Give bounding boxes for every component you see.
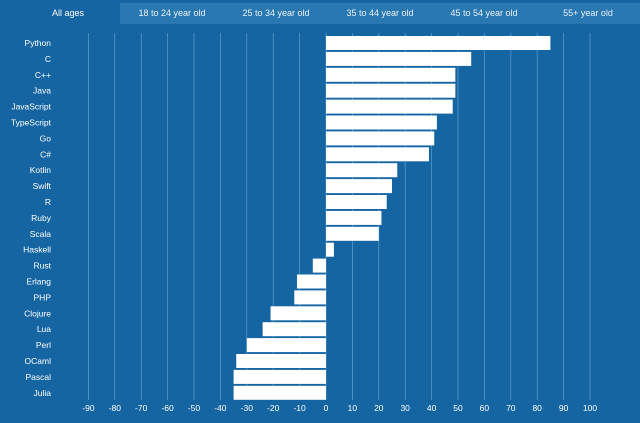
x-tick-label: -70	[135, 403, 148, 413]
category-label: Rust	[34, 261, 52, 271]
x-tick-label: 10	[348, 403, 358, 413]
x-tick-label: -90	[82, 403, 95, 413]
bar-lua[interactable]	[262, 322, 326, 337]
bar-julia[interactable]	[233, 385, 326, 400]
category-label: Go	[40, 133, 52, 143]
x-tick-label: 70	[506, 403, 516, 413]
category-label: C++	[35, 70, 51, 80]
tab-45-to-54[interactable]: 45 to 54 year old	[450, 8, 518, 18]
bar-rust[interactable]	[312, 258, 326, 273]
x-tick-label: -20	[267, 403, 280, 413]
category-labels: Python C C++ Java JavaScript TypeScript Go C# Ko…	[11, 38, 52, 398]
category-label: Clojure	[24, 308, 51, 318]
x-tick-label: -40	[214, 403, 227, 413]
bar-c-[interactable]	[326, 147, 429, 162]
bar-c[interactable]	[326, 51, 472, 66]
bar-scala[interactable]	[326, 226, 379, 241]
category-label: Haskell	[23, 245, 51, 255]
tab-all-ages[interactable]: All ages	[16, 3, 120, 24]
x-tick-label: 60	[480, 403, 490, 413]
category-label: Erlang	[26, 277, 51, 287]
category-label: C#	[40, 149, 51, 159]
tab-55-plus[interactable]: 55+ year old	[563, 8, 613, 18]
x-tick-label: 0	[324, 403, 329, 413]
x-tick-label: 40	[427, 403, 437, 413]
bar-erlang[interactable]	[296, 274, 326, 289]
category-label: JavaScript	[11, 102, 51, 112]
bar-clojure[interactable]	[270, 306, 326, 321]
x-axis-ticks: -90 -80 -70 -60 -50 -40 -30 -20 -10 0 10 20 30 40 50 60…	[82, 403, 597, 413]
tab-18-to-24[interactable]: 18 to 24 year old	[138, 8, 206, 18]
bar-c-[interactable]	[326, 67, 456, 82]
category-label: Lua	[37, 324, 51, 334]
bar-kotlin[interactable]	[326, 163, 398, 178]
bar-haskell[interactable]	[326, 242, 334, 257]
x-tick-label: 30	[400, 403, 410, 413]
bar-ruby[interactable]	[326, 210, 382, 225]
bar-go[interactable]	[326, 131, 435, 146]
x-tick-label: -50	[188, 403, 201, 413]
category-label: Kotlin	[30, 165, 52, 175]
bar-r[interactable]	[326, 195, 387, 209]
category-label: Swift	[33, 181, 52, 191]
category-label: Pascal	[25, 372, 51, 382]
x-tick-label: 50	[453, 403, 463, 413]
category-label: Java	[33, 86, 51, 96]
bar-swift[interactable]	[326, 179, 392, 194]
x-tick-label: -80	[109, 403, 122, 413]
category-label: Ruby	[31, 213, 52, 223]
category-label: Python	[25, 38, 52, 48]
bar-php[interactable]	[294, 290, 326, 305]
tab-35-to-44[interactable]: 35 to 44 year old	[346, 8, 414, 18]
x-tick-label: -30	[241, 403, 254, 413]
x-tick-label: 20	[374, 403, 384, 413]
category-label: TypeScript	[11, 118, 52, 128]
category-label: Scala	[30, 229, 52, 239]
category-label: C	[45, 54, 51, 64]
tab-25-to-34[interactable]: 25 to 34 year old	[242, 8, 310, 18]
bar-java[interactable]	[326, 83, 456, 98]
x-tick-label: 100	[583, 403, 597, 413]
bar-typescript[interactable]	[326, 115, 437, 130]
x-tick-label: -60	[161, 403, 174, 413]
x-tick-label: -10	[293, 403, 306, 413]
bar-javascript[interactable]	[326, 99, 453, 114]
bar-pascal[interactable]	[233, 369, 326, 384]
category-label: Perl	[36, 340, 51, 350]
x-tick-label: 80	[532, 403, 542, 413]
category-label: R	[45, 197, 51, 207]
bar-python[interactable]	[326, 36, 551, 50]
x-tick-label: 90	[559, 403, 569, 413]
bar-ocaml[interactable]	[236, 354, 326, 368]
category-label: Julia	[34, 388, 52, 398]
bar-perl[interactable]	[246, 338, 326, 353]
bars	[233, 36, 551, 400]
age-filter-tabs: All ages 18 to 24 year old 25 to 34 year…	[16, 3, 640, 24]
category-label: OCaml	[25, 356, 52, 366]
category-label: PHP	[34, 292, 52, 302]
